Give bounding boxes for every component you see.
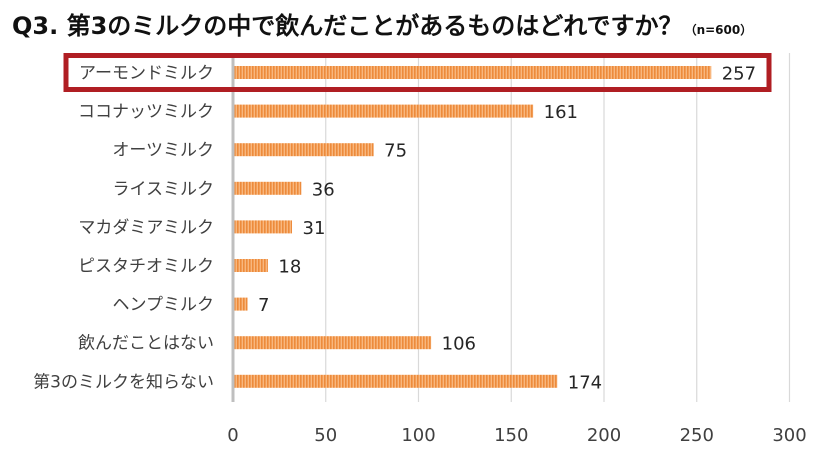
category-label: ライスミルク	[113, 179, 215, 199]
category-label: ピスタチオミルク	[78, 257, 214, 277]
bar	[234, 143, 374, 157]
x-tick-label: 150	[494, 425, 528, 446]
category-label: 飲んだことはない	[78, 334, 214, 354]
chart-title: Q3. 第3のミルクの中で飲んだことがあるものはどれですか？	[12, 12, 683, 40]
category-label: 第3のミルクを知らない	[33, 372, 214, 392]
bar	[234, 259, 268, 272]
bar	[234, 220, 293, 234]
bar	[234, 297, 248, 311]
category-label: マカダミアミルク	[78, 218, 214, 238]
x-tick-label: 50	[314, 425, 337, 446]
bars	[234, 66, 712, 388]
value-label: 36	[312, 179, 335, 200]
category-label: ココナッツミルク	[78, 102, 214, 122]
value-label: 106	[442, 334, 476, 355]
bar	[234, 181, 302, 195]
bar	[234, 374, 558, 388]
chart-title-block: Q3. 第3のミルクの中で飲んだことがあるものはどれですか？ （n=600）	[12, 6, 752, 46]
value-label: 257	[722, 64, 756, 85]
x-tick-label: 250	[680, 425, 714, 446]
x-tick-label: 100	[401, 425, 435, 446]
highlight-box	[63, 53, 772, 92]
value-label: 75	[384, 141, 407, 162]
category-label: オーツミルク	[112, 141, 214, 161]
bar	[234, 66, 712, 79]
chart-subtitle: （n=600）	[684, 23, 753, 37]
category-label: アーモンドミルク	[79, 64, 214, 84]
bar	[234, 336, 432, 350]
value-label: 31	[303, 218, 326, 239]
category-label: ヘンプミルク	[113, 295, 215, 315]
x-tick-label: 0	[227, 425, 238, 446]
value-label: 7	[258, 295, 269, 316]
x-tick-label: 300	[772, 425, 806, 446]
value-label: 161	[544, 102, 578, 123]
x-tick-label: 200	[587, 425, 621, 446]
labels: アーモンドミルク 257 ココナッツミルク 161 オーツミルク 75 ライスミルク 36 マカ…	[33, 53, 772, 393]
value-label: 174	[568, 372, 602, 393]
axis: 0 50 100 150 200 250 300	[227, 53, 807, 446]
value-label: 18	[278, 257, 301, 278]
bar	[234, 104, 534, 118]
